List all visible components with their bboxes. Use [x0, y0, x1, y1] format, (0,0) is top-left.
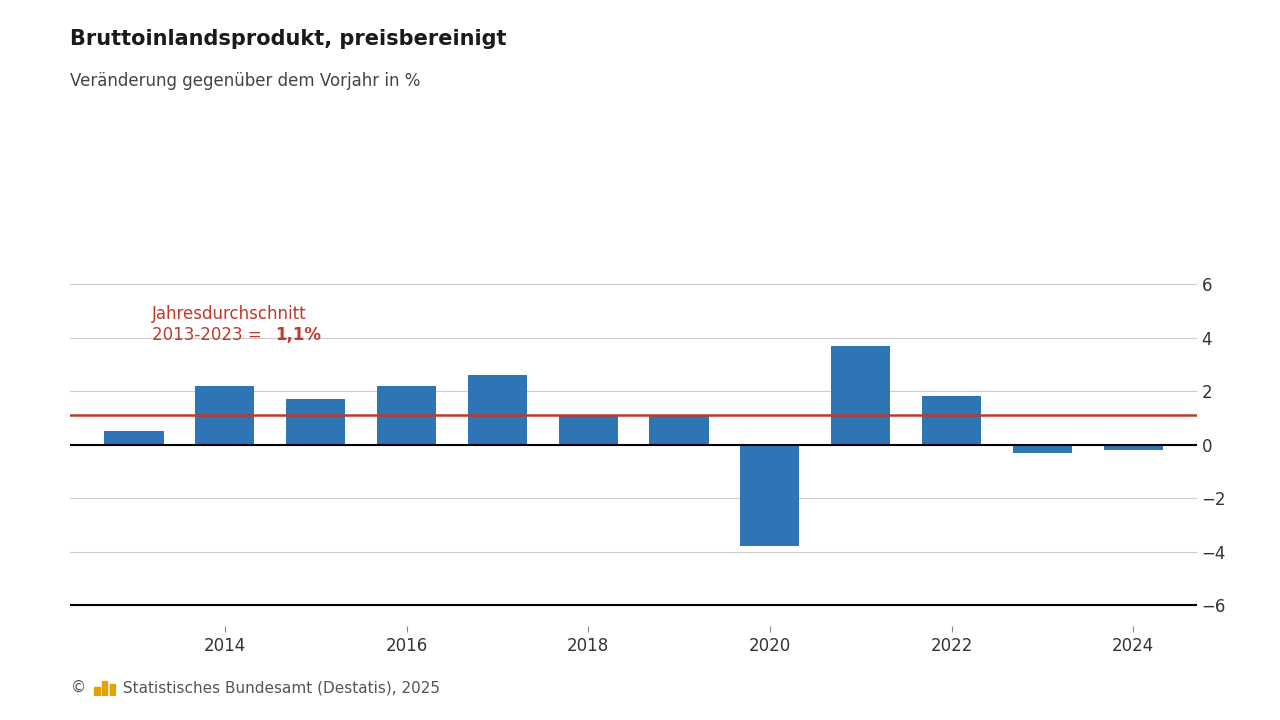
Bar — [831, 346, 890, 444]
Text: 2013-2023 =: 2013-2023 = — [152, 325, 268, 343]
Bar — [105, 431, 164, 444]
Bar — [467, 375, 527, 444]
Bar — [378, 386, 436, 444]
Bar — [558, 415, 618, 444]
Text: Veränderung gegenüber dem Vorjahr in %: Veränderung gegenüber dem Vorjahr in % — [70, 72, 421, 90]
Text: Statistisches Bundesamt (Destatis), 2025: Statistisches Bundesamt (Destatis), 2025 — [118, 680, 440, 695]
Bar — [1103, 444, 1162, 450]
Bar — [196, 386, 255, 444]
Text: Bruttoinlandsprodukt, preisbereinigt: Bruttoinlandsprodukt, preisbereinigt — [70, 29, 507, 49]
Text: 1,1%: 1,1% — [275, 325, 321, 343]
Text: ©: © — [70, 680, 86, 695]
Bar — [287, 399, 346, 444]
Bar — [110, 684, 115, 696]
Bar — [740, 444, 800, 546]
Bar — [95, 687, 100, 696]
Bar — [649, 415, 709, 444]
Bar — [922, 397, 980, 444]
Bar — [1012, 444, 1071, 453]
Text: Jahresdurchschnitt: Jahresdurchschnitt — [152, 305, 307, 323]
Bar — [102, 681, 108, 696]
